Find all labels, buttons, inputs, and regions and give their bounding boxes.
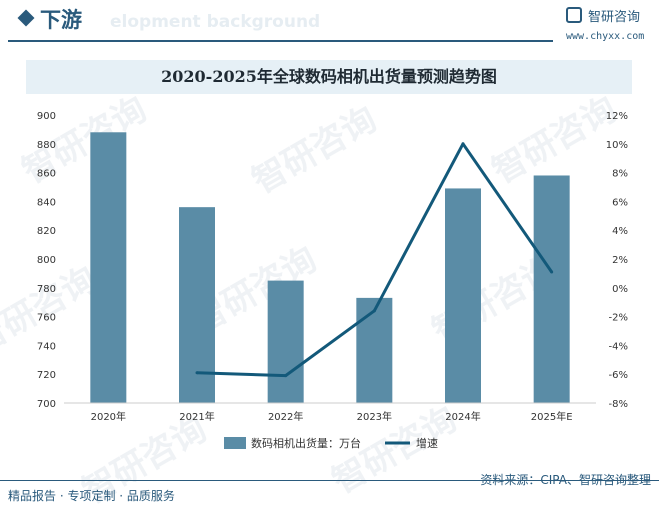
chart-title-bar: 2020-2025年全球数码相机出货量预测趋势图	[26, 60, 632, 94]
bar-2	[267, 280, 304, 403]
brand-url: www.chyxx.com	[566, 31, 645, 42]
y-right-tick: -2%	[609, 313, 628, 324]
y-right-tick: 12%	[606, 111, 628, 122]
legend-bar-label: 数码相机出货量：万台	[251, 436, 361, 450]
y-left-tick: 900	[37, 111, 56, 122]
y-left-tick: 860	[37, 169, 56, 180]
y-left-tick: 820	[37, 226, 56, 237]
header-rule	[8, 40, 553, 42]
bar-1	[179, 207, 215, 403]
bar-5	[533, 175, 570, 403]
watermark-text: 智研咨询	[326, 399, 464, 502]
section-title: 下游	[40, 8, 82, 32]
x-tick-label: 2021年	[179, 410, 214, 423]
y-left-tick: 800	[37, 255, 56, 266]
x-tick-label: 2020年	[91, 410, 126, 423]
growth-point-1	[195, 371, 199, 375]
watermark-text: 智研咨询	[246, 99, 384, 202]
y-right-tick: -4%	[609, 341, 628, 352]
bar-series	[90, 132, 570, 403]
bar-3	[356, 297, 393, 403]
growth-point-5	[550, 270, 554, 274]
y-right-tick: 8%	[612, 169, 628, 180]
y-left-tick: 720	[37, 370, 56, 381]
y-right-tick: 6%	[612, 197, 628, 208]
y-right-tick: 4%	[612, 226, 628, 237]
y-left-tick: 840	[37, 197, 56, 208]
growth-point-3	[372, 309, 376, 313]
y-left-tick: 700	[37, 399, 56, 410]
legend-line-label: 增速	[416, 436, 438, 450]
x-tick-label: 2023年	[357, 410, 392, 423]
brand-name: 智研咨询	[588, 10, 641, 25]
x-tick-label: 2024年	[445, 410, 480, 423]
growth-point-2	[284, 374, 288, 378]
x-tick-label: 2022年	[268, 410, 303, 423]
header-watermark-text: elopment background	[110, 12, 321, 32]
y-left-tick: 740	[37, 341, 56, 352]
y-right-tick: -8%	[609, 399, 628, 410]
legend: 数码相机出货量：万台 增速	[224, 436, 438, 450]
y-axis-left: 700 720 740 760 780 800 820 840 860 880 900	[37, 111, 56, 410]
chart-title: 2020-2025年全球数码相机出货量预测趋势图	[161, 67, 497, 86]
x-axis-labels: 2020年 2021年 2022年 2023年 2024年 2025年E	[91, 410, 573, 423]
source-note: 资料来源：CIPA、智研咨询整理	[480, 473, 651, 487]
tagline: 精品报告 · 专项定制 · 品质服务	[8, 489, 175, 503]
y-axis-right: -8% -6% -4% -2% 0% 2% 4% 6% 8% 10% 12%	[606, 111, 628, 410]
y-right-tick: 2%	[612, 255, 628, 266]
y-right-tick: 10%	[606, 140, 628, 151]
legend-bar-swatch	[224, 437, 246, 449]
y-right-tick: -6%	[609, 370, 628, 381]
y-left-tick: 780	[37, 284, 56, 295]
line-series	[195, 142, 554, 378]
bar-4	[445, 188, 481, 403]
y-right-tick: 0%	[612, 284, 628, 295]
footer-rule	[0, 480, 659, 481]
y-left-tick: 760	[37, 313, 56, 324]
y-left-tick: 880	[37, 140, 56, 151]
header: elopment background 下游 智研咨询 www.chyxx.co…	[0, 0, 659, 44]
bar-0	[90, 132, 127, 403]
x-tick-label: 2025年E	[531, 410, 573, 423]
brand-logo-icon	[566, 7, 582, 23]
growth-point-4	[461, 142, 465, 146]
